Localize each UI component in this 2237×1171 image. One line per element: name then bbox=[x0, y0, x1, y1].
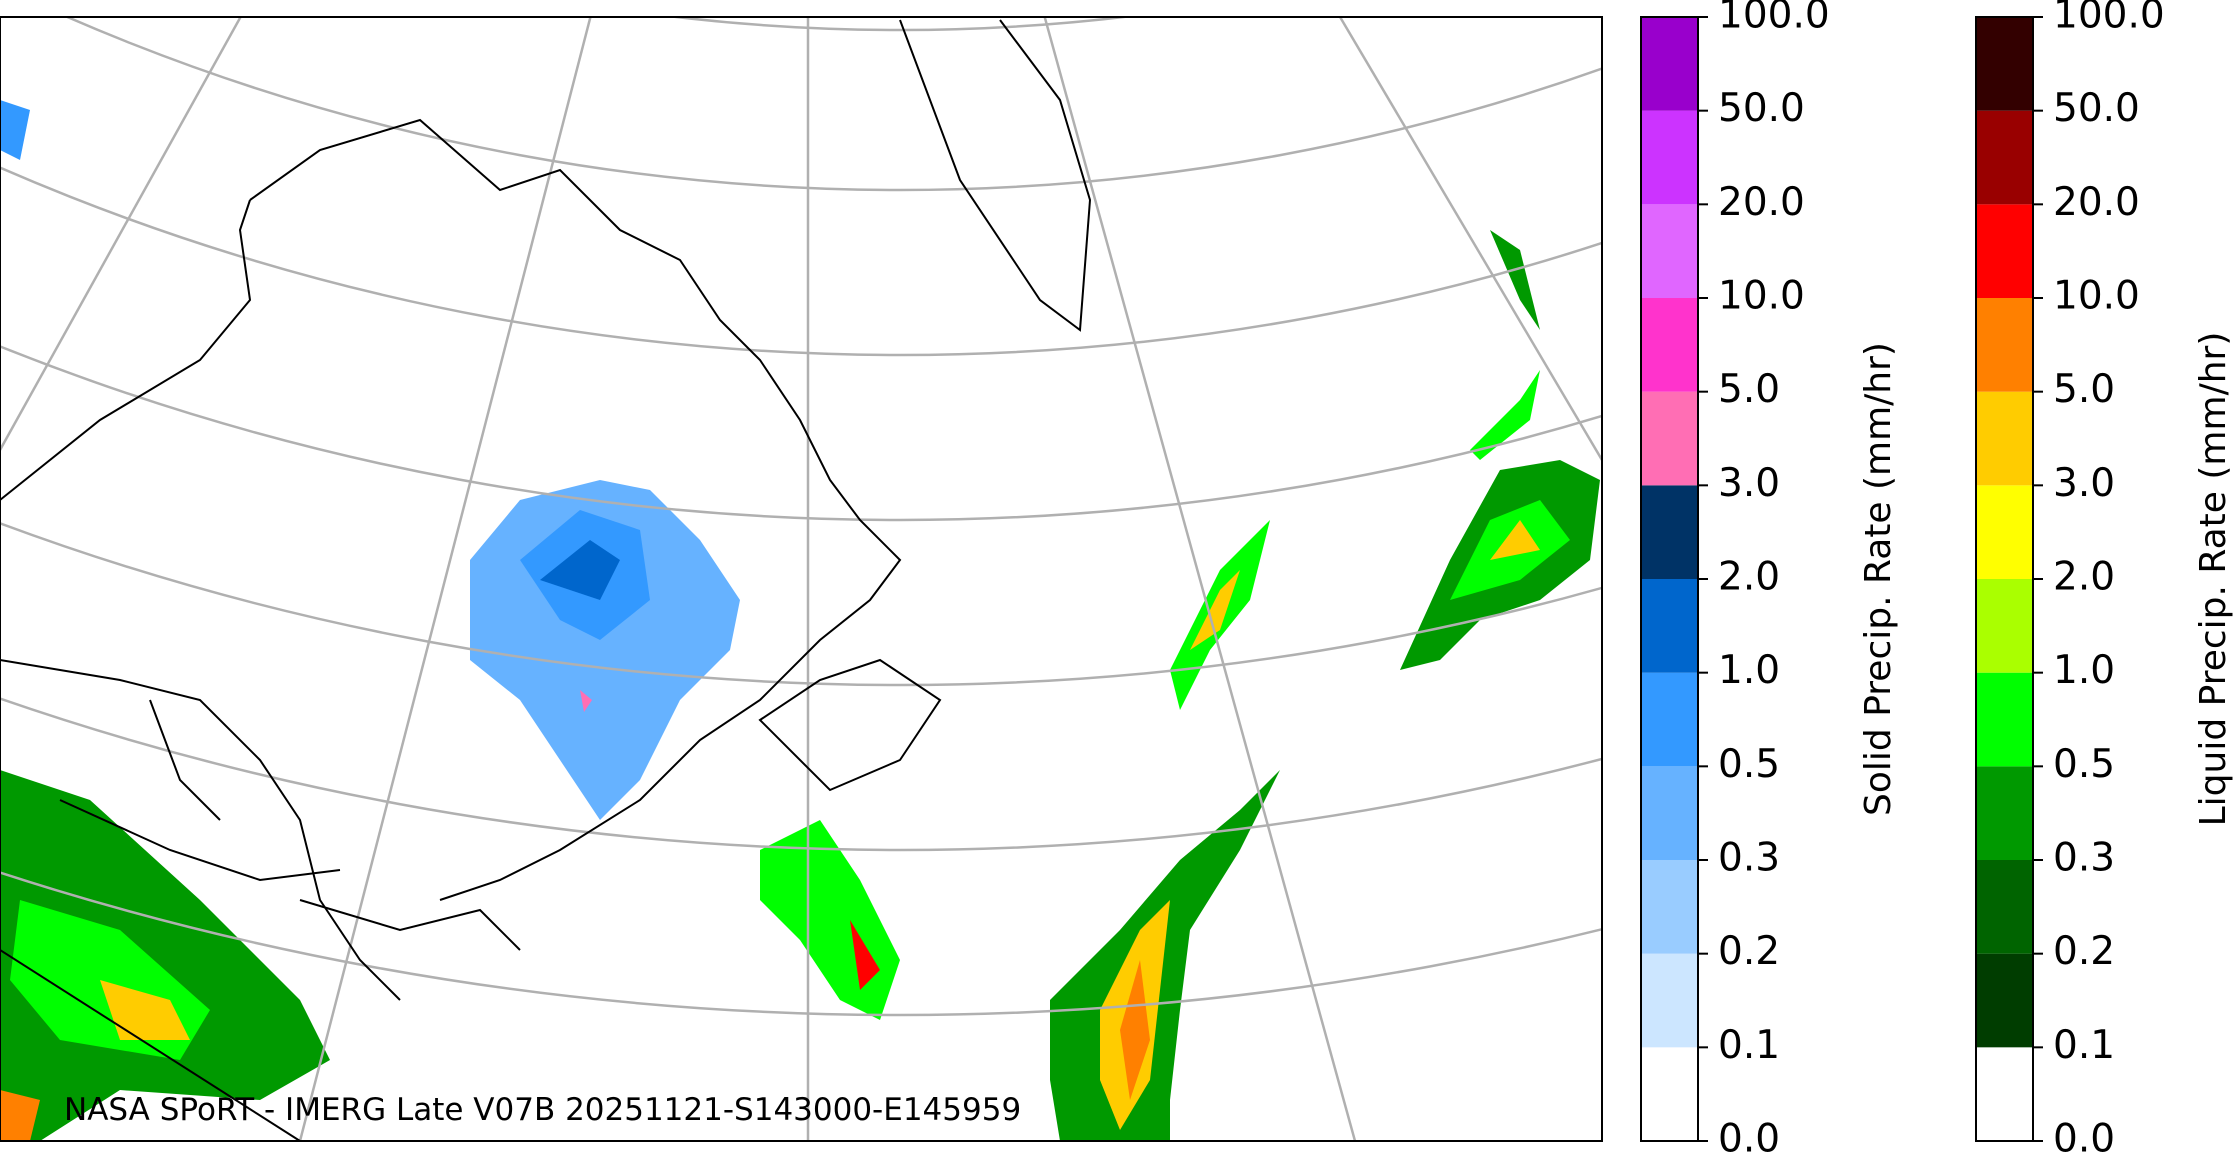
colorbar-label: Solid Precip. Rate (mm/hr) bbox=[1858, 342, 1899, 816]
solid-precip bbox=[0, 100, 740, 820]
colorbar-segment bbox=[1976, 298, 2033, 392]
coastlines bbox=[0, 19, 1092, 1141]
colorbar-tick-label: 10.0 bbox=[2053, 274, 2140, 319]
liquid-precip bbox=[0, 230, 1600, 1141]
colorbar-segment bbox=[1976, 110, 2033, 205]
colorbar-tick-label: 50.0 bbox=[2053, 86, 2140, 131]
colorbar-segment bbox=[1641, 17, 1698, 111]
colorbar-tick-label: 2.0 bbox=[2053, 555, 2115, 600]
map-frame bbox=[0, 16, 1603, 1142]
colorbar-segment bbox=[1641, 485, 1698, 579]
colorbar-segment bbox=[1641, 1047, 1698, 1141]
colorbar-tick-label: 0.0 bbox=[2053, 1117, 2115, 1162]
colorbar-segment bbox=[1641, 391, 1698, 486]
colorbar-tick-label: 0.5 bbox=[1718, 742, 1780, 787]
colorbar-tick-label: 0.0 bbox=[1718, 1117, 1780, 1162]
colorbar-segment bbox=[1976, 391, 2033, 486]
colorbar-segment bbox=[1976, 485, 2033, 579]
colorbar-tick-label: 0.3 bbox=[1718, 836, 1780, 881]
colorbar-tick-label: 100.0 bbox=[2053, 0, 2165, 38]
colorbar-segment bbox=[1976, 204, 2033, 298]
colorbar-segment bbox=[1641, 204, 1698, 298]
colorbar-tick-label: 0.3 bbox=[2053, 836, 2115, 881]
colorbar-segment bbox=[1641, 298, 1698, 392]
colorbar-segment bbox=[1976, 860, 2033, 954]
colorbar-tick-label: 0.1 bbox=[2053, 1023, 2115, 1068]
colorbar-tick-label: 50.0 bbox=[1718, 86, 1805, 131]
colorbar-tick-label: 3.0 bbox=[1718, 461, 1780, 506]
colorbar-segment bbox=[1976, 672, 2033, 767]
colorbar-segment bbox=[1641, 860, 1698, 954]
colorbar-segment bbox=[1976, 953, 2033, 1048]
colorbar-label: Liquid Precip. Rate (mm/hr) bbox=[2193, 332, 2234, 827]
colorbar-segment bbox=[1641, 110, 1698, 205]
colorbar-segment bbox=[1976, 579, 2033, 673]
colorbar-segment bbox=[1976, 766, 2033, 860]
colorbar-tick-label: 10.0 bbox=[1718, 274, 1805, 319]
colorbars: 0.0 0.1 0.2 0.3 0.5 1.0 2.0 3.0 5.0 10.0 20.0 50.0 1… bbox=[1640, 0, 2234, 1162]
colorbar-segment bbox=[1641, 672, 1698, 767]
colorbar-segment bbox=[1976, 1047, 2033, 1141]
colorbar-segment bbox=[1641, 953, 1698, 1048]
colorbar-tick-label: 5.0 bbox=[1718, 367, 1780, 412]
colorbar-tick-label: 0.2 bbox=[1718, 929, 1780, 974]
colorbar-tick-label: 0.5 bbox=[2053, 742, 2115, 787]
colorbar-tick-label: 20.0 bbox=[1718, 180, 1805, 225]
map bbox=[0, 17, 1602, 1141]
colorbar-segment bbox=[1641, 579, 1698, 673]
colorbar-tick-label: 5.0 bbox=[2053, 367, 2115, 412]
colorbar-tick-label: 0.1 bbox=[1718, 1023, 1780, 1068]
attribution: NASA SPoRT - IMERG Late V07B 20251121-S1… bbox=[64, 1092, 1021, 1128]
colorbar-tick-label: 20.0 bbox=[2053, 180, 2140, 225]
colorbar-segment bbox=[1641, 766, 1698, 860]
colorbar-segment bbox=[1976, 17, 2033, 111]
colorbar-tick-label: 1.0 bbox=[2053, 648, 2115, 693]
colorbar-tick-label: 3.0 bbox=[2053, 461, 2115, 506]
colorbar-tick-label: 100.0 bbox=[1718, 0, 1830, 38]
colorbar-tick-label: 1.0 bbox=[1718, 648, 1780, 693]
colorbar-tick-label: 2.0 bbox=[1718, 555, 1780, 600]
colorbar-tick-label: 0.2 bbox=[2053, 929, 2115, 974]
